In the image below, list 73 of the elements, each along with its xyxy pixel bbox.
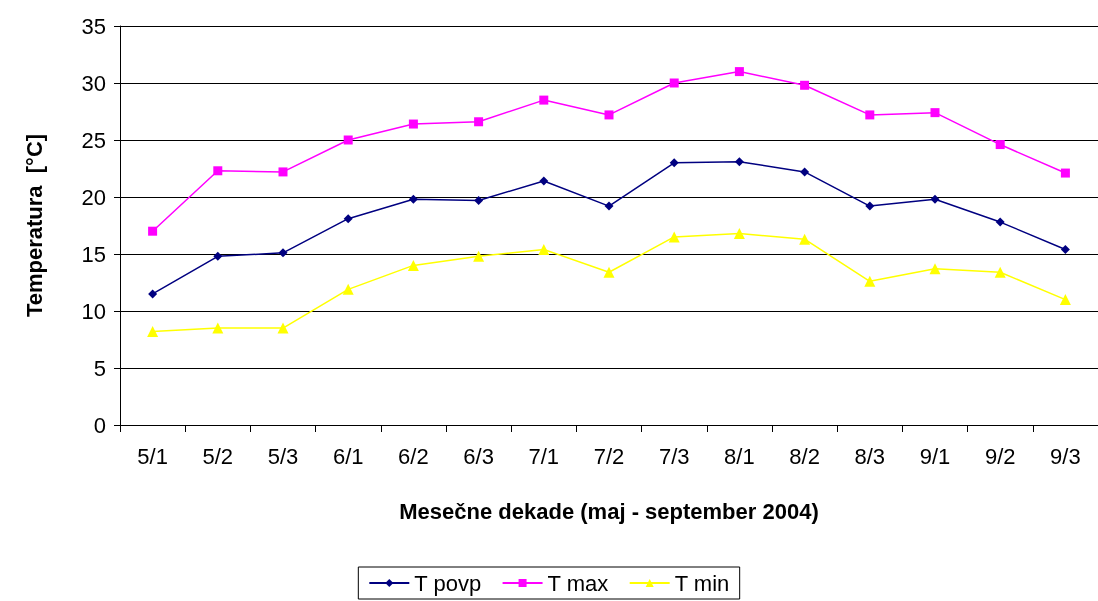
point [864, 275, 876, 287]
point [995, 217, 1005, 227]
point [669, 158, 679, 168]
point [603, 266, 615, 278]
x-tick-label: 9/2 [984, 443, 1016, 469]
x-tick-label: 5/1 [137, 443, 168, 469]
y-tick-label: 15 [81, 241, 106, 267]
x-tick-label: 6/1 [332, 443, 364, 469]
point [538, 243, 550, 255]
x-tick-label: 5/3 [267, 443, 299, 469]
point [408, 194, 418, 204]
point [800, 80, 810, 90]
point [342, 283, 354, 295]
point [278, 167, 288, 177]
point [994, 266, 1006, 278]
point [929, 263, 941, 275]
x-tick-label: 9/3 [1050, 443, 1081, 469]
point [865, 110, 875, 120]
y-tick-label: 20 [81, 184, 106, 210]
x-tick-label: 6/2 [398, 443, 429, 469]
point [930, 194, 940, 204]
point [147, 326, 159, 338]
x-tick-label: 6/3 [463, 443, 494, 469]
x-tick-label: 9/1 [919, 443, 951, 469]
x-tick-label: 5/2 [202, 443, 234, 469]
x-tick-label: 7/1 [528, 443, 560, 469]
point [1060, 244, 1070, 254]
legend-label: T min [674, 570, 730, 596]
point [1059, 294, 1071, 306]
point [539, 95, 549, 105]
point [604, 110, 614, 120]
point [343, 135, 353, 145]
point [1060, 168, 1070, 178]
point [800, 167, 810, 177]
y-tick-label: 25 [81, 127, 106, 153]
point [213, 166, 223, 176]
y-tick-label: 5 [93, 355, 106, 381]
y-tick-label: 10 [81, 298, 106, 324]
y-axis-title: Temperatura [°C] [21, 133, 47, 318]
point [474, 117, 484, 127]
x-tick-label: 8/1 [724, 443, 755, 469]
point [799, 233, 811, 245]
point [668, 231, 680, 243]
x-tick-label: 8/2 [789, 443, 820, 469]
point [473, 250, 485, 262]
y-tick-label: 30 [81, 70, 106, 96]
point [408, 119, 418, 129]
point [734, 157, 744, 167]
x-axis-title: Mesečne dekade (maj - september 2004) [399, 498, 819, 524]
point [474, 195, 484, 205]
point [734, 67, 744, 77]
point [212, 322, 224, 334]
point [669, 78, 679, 88]
point [148, 289, 158, 299]
x-tick-label: 7/3 [658, 443, 690, 469]
x-tick-label: 7/2 [593, 443, 625, 469]
point [213, 251, 223, 261]
legend-label: T max [547, 570, 609, 596]
point [930, 108, 940, 118]
point [865, 201, 875, 211]
point [604, 201, 614, 211]
legend-label: T povp [414, 570, 482, 596]
point [407, 259, 419, 271]
point [539, 176, 549, 186]
y-tick-label: 35 [81, 13, 106, 39]
point [343, 214, 353, 224]
point [733, 227, 745, 239]
y-tick-label: 0 [93, 412, 106, 438]
point [278, 248, 288, 258]
x-tick-label: 8/3 [854, 443, 886, 469]
point [148, 226, 158, 236]
point [277, 322, 289, 334]
point [995, 140, 1005, 150]
